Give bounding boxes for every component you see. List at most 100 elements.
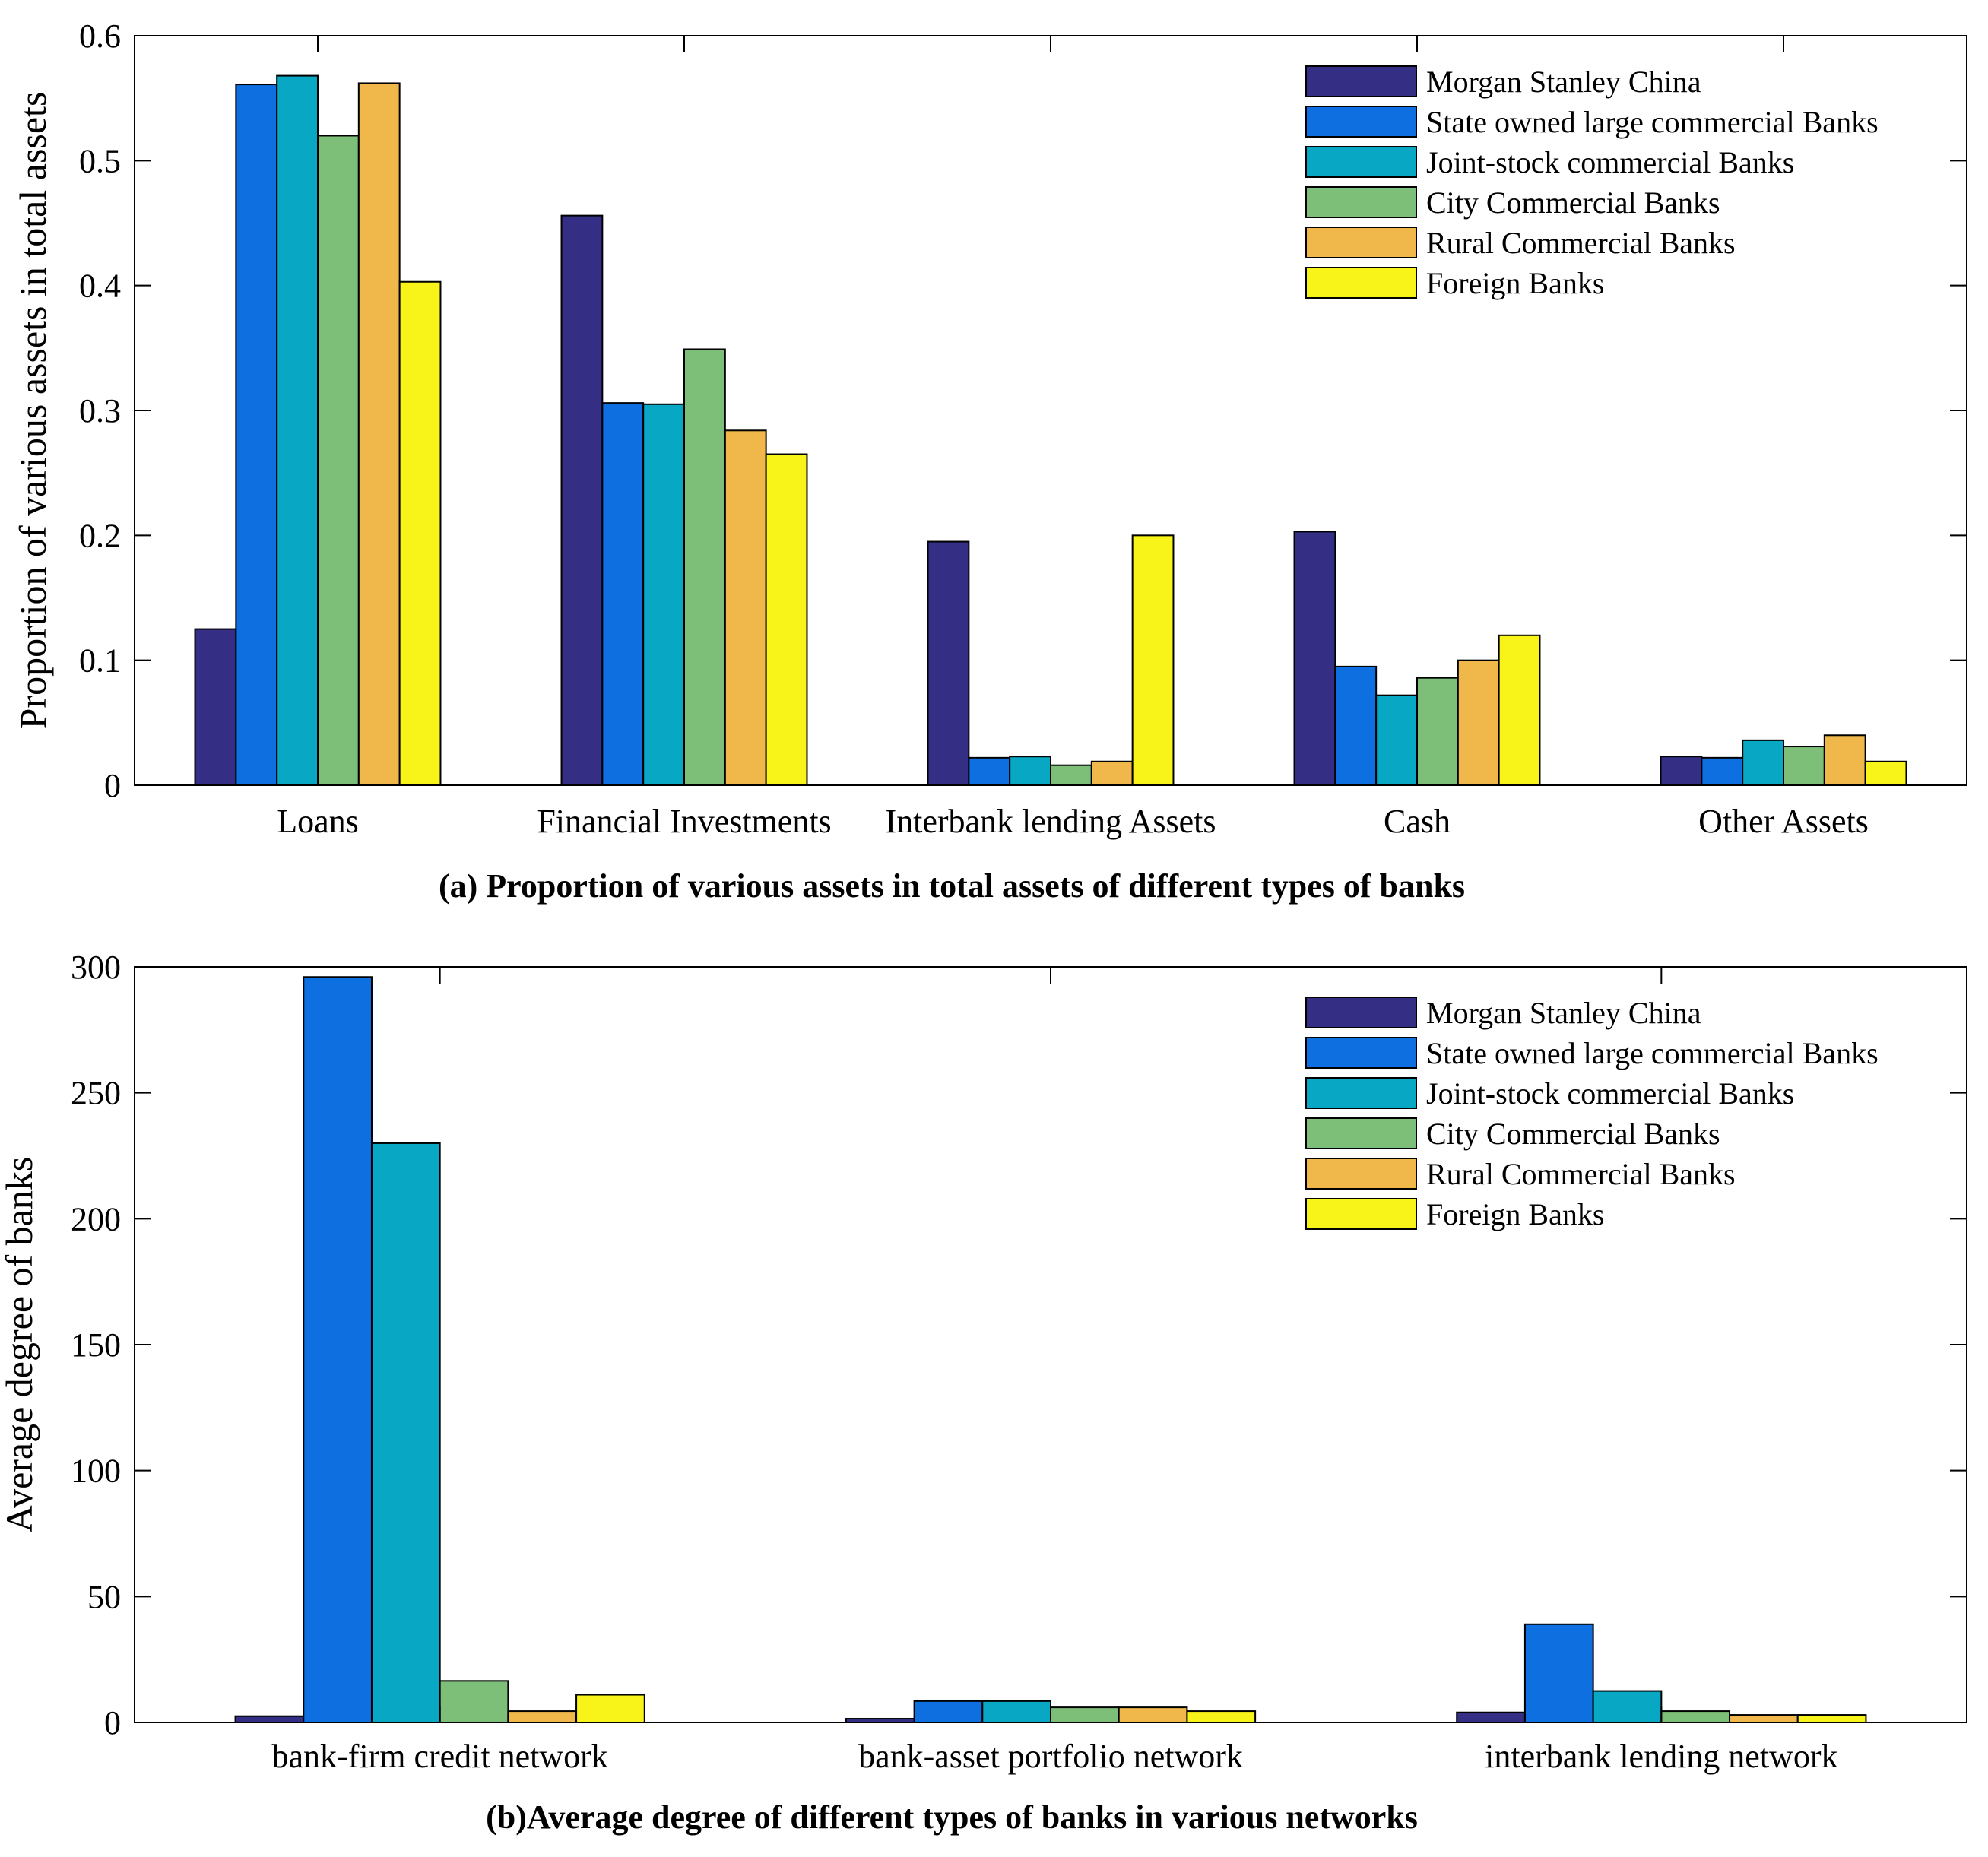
bar-1-0-0	[234, 1715, 305, 1723]
legend: Morgan Stanley China State owned large co…	[1305, 996, 1879, 1231]
x-category-label: Cash	[1384, 803, 1451, 840]
chart-caption: (a) Proportion of various assets in tota…	[439, 867, 1465, 905]
x-category-label: bank-asset portfolio network	[858, 1738, 1243, 1775]
bar-1-2-3	[1660, 1710, 1731, 1724]
bar-0-1-5	[765, 453, 808, 787]
legend-swatch	[1305, 106, 1417, 138]
legend-entry: State owned large commercial Banks	[1426, 105, 1879, 139]
bar-0-2-3	[1050, 764, 1092, 787]
legend-swatch	[1305, 1037, 1417, 1069]
bar-0-0-4	[357, 82, 401, 786]
y-tick-label: 250	[71, 1075, 121, 1112]
bar-1-1-1	[913, 1700, 984, 1724]
bar-0-4-0	[1660, 756, 1703, 787]
bar-0-4-2	[1742, 739, 1784, 787]
bar-1-1-2	[981, 1700, 1052, 1724]
legend-entry: Morgan Stanley China	[1426, 996, 1701, 1030]
bar-0-0-2	[276, 74, 319, 786]
bar-1-2-5	[1796, 1714, 1867, 1724]
y-tick-label: 300	[71, 949, 121, 986]
bar-0-2-5	[1131, 534, 1175, 787]
bar-0-4-3	[1783, 746, 1825, 786]
bar-0-4-4	[1823, 734, 1866, 787]
bar-0-0-1	[235, 84, 278, 786]
x-category-label: Other Assets	[1698, 803, 1869, 840]
legend-swatch	[1305, 1117, 1417, 1149]
legend-swatch	[1305, 227, 1417, 258]
y-axis-label: Average degree of banks	[0, 1157, 40, 1533]
bar-0-3-2	[1375, 694, 1419, 786]
bar-1-2-4	[1729, 1714, 1799, 1724]
bar-0-1-4	[724, 429, 767, 786]
chart-asset-proportion: 0 0.1 0.2 0.3 0.4 0.5 0.6 Loans Financial Invest…	[11, 17, 1967, 905]
legend-entry: City Commercial Banks	[1426, 1117, 1720, 1151]
y-tick-label: 200	[71, 1200, 121, 1237]
y-tick-label: 0.2	[79, 517, 121, 554]
x-category-label: interbank lending network	[1485, 1738, 1837, 1775]
bar-0-3-0	[1293, 531, 1336, 787]
bar-1-1-3	[1050, 1706, 1120, 1724]
bar-0-2-0	[927, 540, 970, 786]
legend-entry: Morgan Stanley China	[1426, 65, 1701, 99]
y-tick-label: 100	[71, 1453, 121, 1490]
bar-0-2-2	[1009, 756, 1052, 787]
bar-0-2-4	[1090, 760, 1134, 787]
legend-swatch	[1305, 997, 1417, 1028]
bar-0-3-4	[1457, 659, 1500, 786]
y-tick-label: 0.4	[79, 268, 121, 305]
legend-swatch	[1305, 186, 1417, 218]
bar-1-0-3	[439, 1680, 509, 1724]
x-category-label: Loans	[277, 803, 359, 840]
bar-0-1-1	[601, 402, 645, 786]
bar-1-0-5	[575, 1694, 645, 1724]
y-tick-label: 0.5	[79, 142, 121, 179]
bar-0-3-3	[1416, 677, 1459, 786]
chart-average-degree: 0 50 100 150 200 250 300 bank-firm credit netwo…	[0, 949, 1967, 1836]
y-tick-label: 0.3	[79, 392, 121, 429]
legend-swatch	[1305, 1198, 1417, 1230]
bar-1-2-2	[1592, 1690, 1663, 1724]
y-tick-label: 0.6	[79, 17, 121, 55]
legend-entry: Rural Commercial Banks	[1426, 226, 1736, 260]
bar-0-1-2	[642, 403, 685, 787]
legend-entry: State owned large commercial Banks	[1426, 1036, 1879, 1070]
legend-entry: Foreign Banks	[1426, 266, 1604, 300]
y-tick-label: 0	[104, 1704, 121, 1741]
y-axis-label: Proportion of various assets in total as…	[11, 92, 54, 730]
x-category-label: Interbank lending Assets	[885, 803, 1216, 840]
legend-entry: Foreign Banks	[1426, 1197, 1604, 1231]
legend-swatch	[1305, 1077, 1417, 1109]
y-tick-label: 50	[87, 1578, 121, 1615]
bar-0-3-5	[1498, 634, 1541, 786]
x-category-label: bank-firm credit network	[272, 1738, 608, 1775]
legend-entry: Joint-stock commercial Banks	[1426, 145, 1794, 179]
bar-0-2-1	[968, 756, 1011, 786]
bar-1-2-1	[1523, 1623, 1594, 1724]
legend-entry: Rural Commercial Banks	[1426, 1157, 1736, 1191]
legend-entry: Joint-stock commercial Banks	[1426, 1076, 1794, 1111]
bar-1-0-1	[303, 976, 373, 1723]
bar-0-4-1	[1701, 756, 1744, 786]
legend-swatch	[1305, 65, 1417, 97]
bar-0-1-3	[683, 348, 726, 787]
legend-swatch	[1305, 267, 1417, 299]
bar-1-0-4	[507, 1710, 578, 1724]
legend-swatch	[1305, 1158, 1417, 1190]
bar-0-0-3	[317, 135, 360, 787]
y-tick-label: 0.1	[79, 642, 121, 680]
bar-1-1-4	[1118, 1706, 1188, 1724]
bar-0-0-5	[398, 280, 442, 786]
bar-0-0-0	[194, 628, 237, 787]
bar-0-3-1	[1334, 665, 1378, 786]
y-tick-label: 150	[71, 1326, 121, 1364]
y-tick-label: 0	[104, 767, 121, 804]
legend: Morgan Stanley China State owned large co…	[1305, 65, 1879, 300]
bar-1-0-2	[370, 1142, 441, 1724]
bar-1-2-0	[1456, 1711, 1526, 1723]
bar-1-1-5	[1186, 1710, 1257, 1724]
bar-0-4-5	[1864, 760, 1907, 787]
bar-0-1-0	[560, 214, 604, 786]
x-category-label: Financial Investments	[537, 803, 831, 840]
chart-caption: (b)Average degree of different types of …	[486, 1798, 1418, 1836]
